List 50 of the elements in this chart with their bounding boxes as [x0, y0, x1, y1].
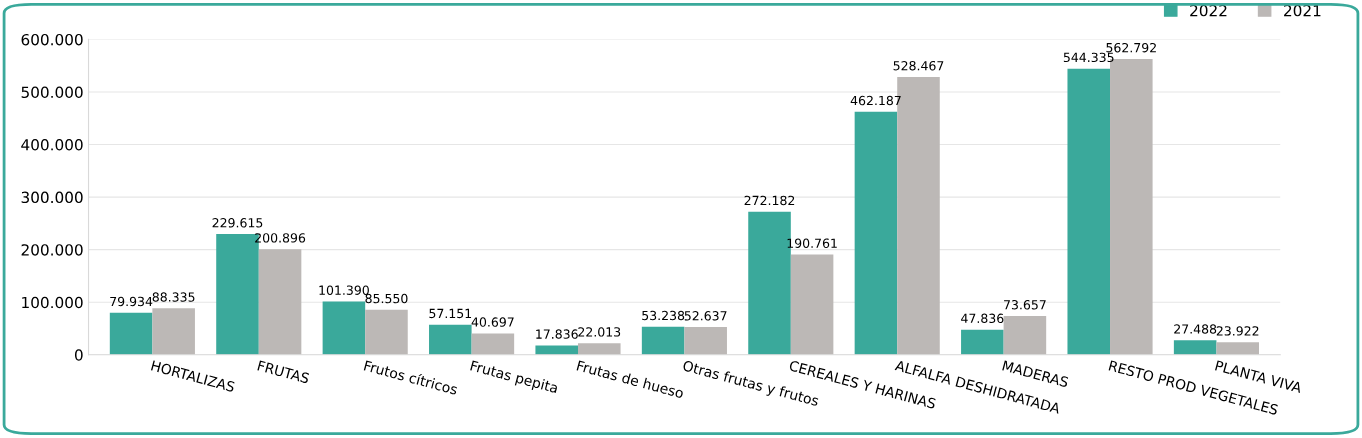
bar — [365, 309, 408, 355]
bar — [684, 327, 727, 355]
data-label: 52.637 — [684, 311, 727, 321]
y-tick-label: 100.000 — [22, 296, 83, 309]
y-tick-label: 500.000 — [21, 86, 83, 98]
x-tick-label: Frutos cítricos — [363, 359, 459, 395]
data-label: 23.922 — [1216, 326, 1259, 336]
bar — [1067, 68, 1111, 355]
data-label: 79.934 — [110, 296, 153, 307]
bar — [961, 329, 1004, 355]
bar — [578, 343, 621, 355]
data-label: 57.151 — [429, 308, 472, 319]
data-label: 528.467 — [893, 60, 944, 71]
data-label: 85.550 — [365, 293, 408, 304]
legend-label: 2021 — [1284, 4, 1321, 17]
bar — [1003, 316, 1047, 355]
y-tick-label: 200.000 — [21, 244, 83, 256]
data-label: 101.390 — [319, 285, 369, 295]
data-label: 53.238 — [642, 310, 685, 321]
bar — [109, 312, 153, 355]
y-tick-label: 600.000 — [21, 33, 83, 46]
data-label: 22.013 — [578, 327, 621, 337]
bar — [471, 333, 515, 355]
bar — [1173, 340, 1217, 355]
y-tick-label: 400.000 — [21, 139, 83, 151]
data-label: 272.182 — [744, 195, 795, 206]
x-tick-label: FRUTAS — [257, 360, 310, 384]
bar — [641, 326, 685, 355]
bar — [535, 345, 578, 355]
y-tick-label: 300.000 — [21, 191, 83, 204]
bar — [152, 308, 195, 355]
data-label: 229.615 — [212, 218, 263, 228]
bar — [258, 249, 302, 355]
data-label: 47.836 — [961, 313, 1004, 324]
data-label: 562.792 — [1106, 42, 1156, 53]
bar — [429, 324, 472, 355]
legend-label: 2022 — [1190, 4, 1227, 17]
data-label: 88.335 — [152, 292, 195, 302]
x-tick-label: Frutas pepita — [469, 359, 559, 396]
data-label: 544.335 — [1063, 52, 1114, 63]
bar — [854, 111, 898, 355]
data-label: 73.657 — [1004, 300, 1046, 310]
data-label: 462.187 — [850, 95, 901, 106]
data-label: 17.836 — [536, 329, 578, 339]
data-label: 40.697 — [471, 317, 514, 327]
bar — [322, 301, 366, 355]
bar — [1216, 342, 1259, 355]
data-label: 27.488 — [1174, 324, 1217, 334]
y-tick-label: 0 — [74, 349, 83, 361]
bar — [790, 254, 834, 355]
